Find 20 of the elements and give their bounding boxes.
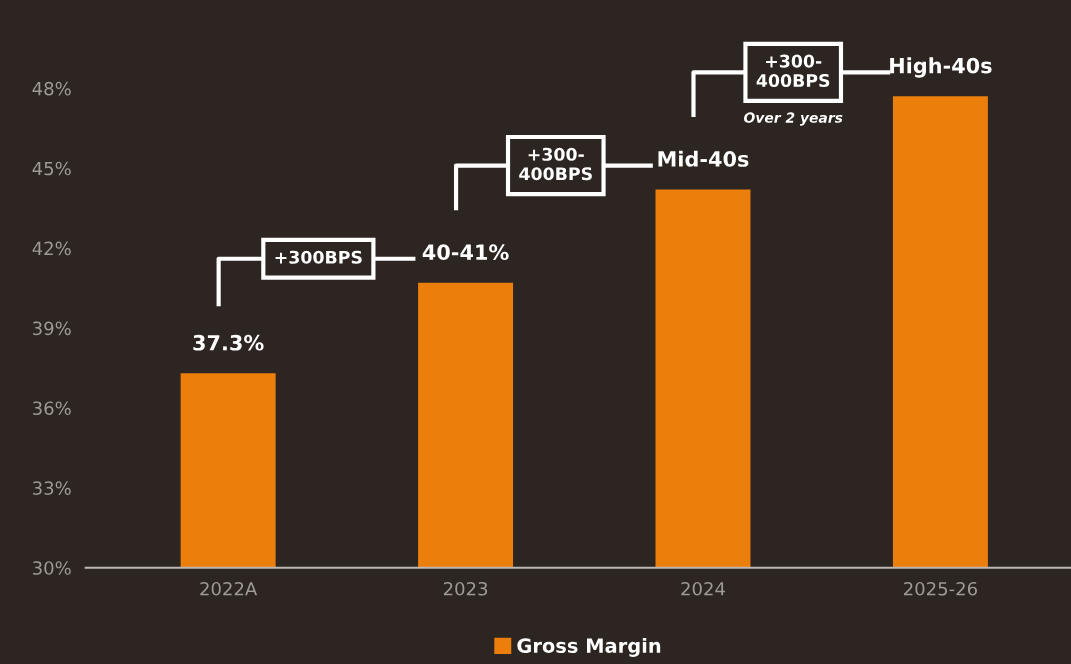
y-tick-label: 33% — [33, 481, 71, 495]
y-tick-label: 30% — [33, 561, 71, 575]
y-tick-label: 36% — [33, 401, 71, 416]
y-tick-label: 45% — [32, 161, 71, 176]
x-tick-label: 2022A — [200, 581, 258, 596]
y-tick-label: 48% — [32, 81, 71, 96]
x-tick-label: 2025-26 — [904, 581, 977, 596]
x-tick-label: 2024 — [681, 581, 725, 596]
y-tick-label: 39% — [33, 321, 71, 336]
annotation: High-40s — [890, 57, 992, 78]
annotation: 40-41% — [422, 244, 509, 261]
annotation: Over 2 years — [744, 112, 843, 126]
legend-label: Gross Margin — [517, 637, 661, 657]
text: +300- 400BPS — [756, 54, 830, 88]
annotation: +300- 400BPS — [519, 147, 592, 181]
annotation: Mid-40s — [658, 150, 749, 167]
annotation: 37.3% — [193, 334, 264, 351]
annotation: +300BPS — [275, 250, 362, 264]
y-tick-label: 42% — [32, 241, 71, 256]
x-tick-label: 2023 — [443, 581, 488, 596]
